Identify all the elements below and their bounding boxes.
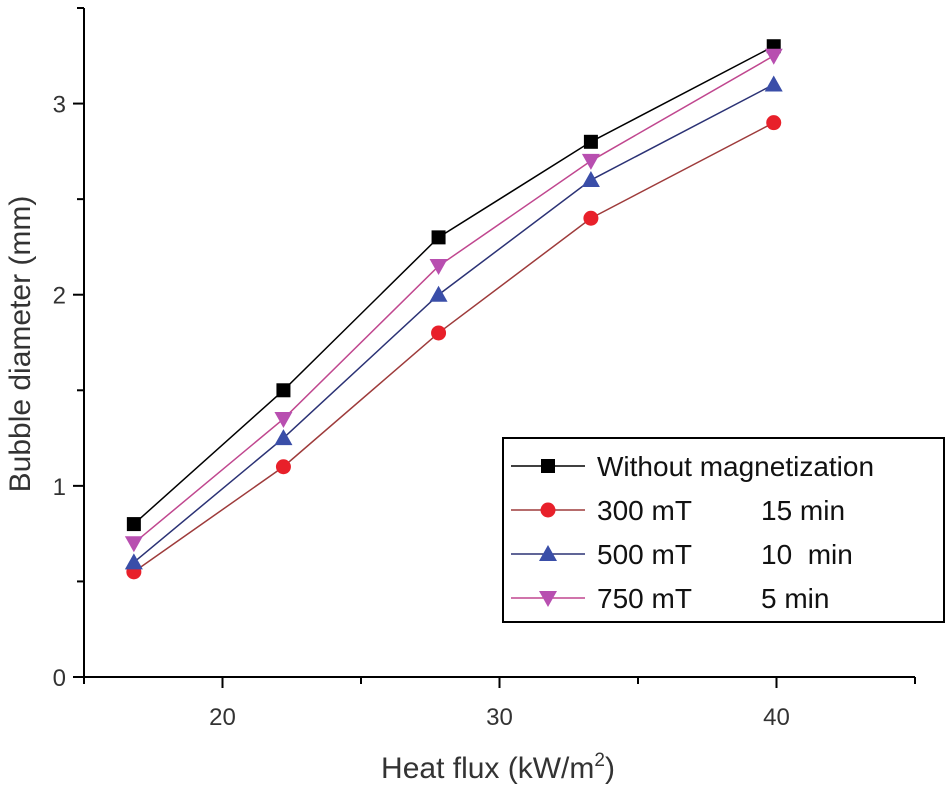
legend-label: Without magnetization (597, 451, 874, 482)
data-point (431, 230, 446, 245)
series-1 (126, 39, 781, 532)
data-point (764, 48, 783, 65)
legend: Without magnetization 300 mT 15 min 500 mT 1… (502, 437, 945, 623)
data-point (764, 75, 783, 92)
data-point (581, 153, 600, 170)
x-tick-label: 40 (763, 704, 790, 731)
data-point (126, 517, 141, 532)
data-point (275, 459, 291, 475)
legend-entry: Without magnetization (511, 451, 874, 482)
legend-box (502, 437, 945, 623)
x-axis-title-superscript: 2 (594, 750, 605, 771)
y-tick-label: 1 (53, 474, 66, 501)
legend-label: 750 mT (597, 583, 692, 614)
y-tick-label: 3 (53, 92, 66, 119)
legend-marker (539, 545, 557, 561)
legend-marker (539, 591, 557, 607)
series-2 (126, 115, 782, 580)
legend-entry: 500 mT 10 min (511, 539, 853, 570)
data-point (581, 171, 600, 188)
y-tick-label: 2 (53, 283, 66, 310)
x-tick-label: 30 (486, 704, 513, 731)
series-3 (124, 75, 783, 570)
legend-label: 500 mT (597, 539, 692, 570)
data-point (429, 259, 448, 276)
legend-label-detail: 15 min (761, 495, 845, 526)
legend-label-detail: 5 min (761, 583, 829, 614)
x-axis-title-close: ) (605, 752, 615, 785)
data-point (274, 429, 293, 446)
data-point (583, 134, 598, 149)
data-point (429, 285, 448, 302)
series-group (124, 39, 783, 580)
data-point (124, 553, 143, 570)
y-tick-label: 0 (53, 665, 66, 692)
data-point (766, 115, 782, 131)
data-point (276, 383, 291, 398)
x-axis-title: Heat flux (kW/m2) (381, 750, 615, 785)
legend-entry: 300 mT 15 min (511, 495, 845, 526)
y-axis-title: Bubble diameter (mm) (4, 196, 37, 493)
legend-entry: 750 mT 5 min (511, 583, 829, 614)
data-point (431, 325, 447, 341)
x-axis-title-main: Heat flux (kW/m (381, 752, 594, 785)
data-point (583, 210, 599, 226)
legend-marker (540, 502, 556, 518)
legend-marker (541, 459, 555, 473)
x-tick-label: 20 (209, 704, 236, 731)
data-point (274, 411, 293, 428)
legend-label-detail: 10 min (761, 539, 853, 570)
legend-label: 300 mT (597, 495, 692, 526)
series-4 (124, 48, 783, 553)
data-point (124, 536, 143, 553)
axes: 20 30 40 0 1 2 3 (53, 7, 916, 731)
